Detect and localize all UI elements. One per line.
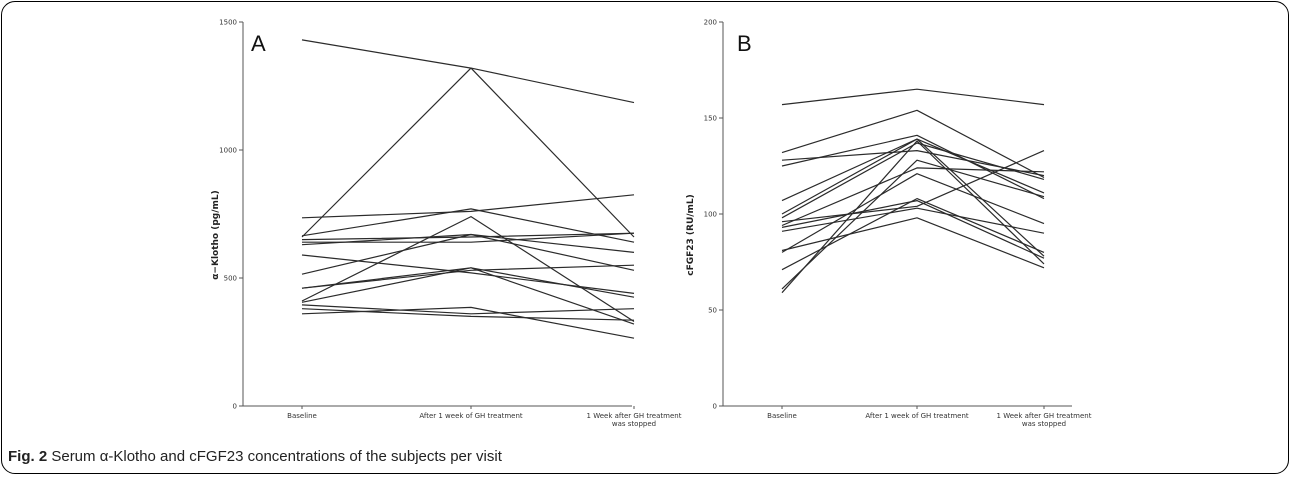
y-tick-label: 0: [713, 403, 717, 411]
series-line: [301, 67, 635, 238]
x-category-label: Baseline: [287, 412, 317, 420]
series-line: [781, 142, 1045, 219]
series-line: [781, 140, 1045, 294]
series-line: [781, 150, 1045, 223]
x-category-label: After 1 week of GH treatment: [419, 412, 523, 420]
y-axis-label-b: cFGF23 (RU/mL): [686, 194, 696, 276]
series-line: [781, 88, 1045, 106]
series-line: [781, 217, 1045, 269]
series-line: [781, 109, 1045, 179]
series-line: [301, 208, 635, 243]
y-tick-label: 1000: [219, 147, 237, 155]
x-category-label: After 1 week of GH treatment: [865, 412, 969, 420]
x-category-label: 1 Week after GH treatment was stopped: [997, 412, 1092, 428]
series-line: [781, 200, 1045, 259]
y-tick-label: 200: [704, 19, 717, 27]
y-tick-label: 500: [224, 275, 237, 283]
series-line: [301, 216, 635, 323]
chart-panel-a: A α−Klotho (pg/mL) 0 500 1000 1500 Baseline A…: [211, 19, 682, 429]
series-line: [301, 267, 635, 325]
caption-text: Serum α-Klotho and cFGF23 concentrations…: [51, 448, 502, 465]
series-line: [781, 207, 1045, 234]
y-axis-label-a: α−Klotho (pg/mL): [211, 190, 221, 280]
series-line: [301, 233, 635, 271]
panel-letter-a: A: [251, 31, 266, 56]
y-tick-label: 1500: [219, 19, 237, 27]
series-line: [781, 138, 1045, 257]
y-tick-label: 100: [704, 211, 717, 219]
series-line: [301, 304, 635, 315]
chart-panel-b: B cFGF23 (RU/mL) 0 50 100 150 200 Baseline Aft…: [686, 19, 1092, 429]
series-line: [781, 150, 1045, 177]
panel-letter-b: B: [737, 31, 752, 56]
x-category-label: 1 Week after GH treatment was stopped: [587, 412, 682, 428]
series-line: [301, 306, 635, 339]
series-line: [301, 194, 635, 219]
series-line: [781, 173, 1045, 253]
caption-figure-label: Fig. 2: [8, 448, 48, 465]
series-line: [301, 233, 635, 275]
series-line: [781, 134, 1045, 200]
y-tick-label: 0: [233, 403, 237, 411]
x-category-label: Baseline: [767, 412, 797, 420]
figure-caption: Fig. 2 Serum α-Klotho and cFGF23 concent…: [8, 448, 502, 465]
y-tick-label: 50: [708, 307, 717, 315]
series-line: [302, 232, 635, 243]
y-tick-label: 150: [704, 115, 717, 123]
series-line: [301, 264, 635, 289]
series-line: [781, 167, 1045, 227]
series-line: [301, 232, 635, 241]
series-line: [781, 159, 1045, 290]
